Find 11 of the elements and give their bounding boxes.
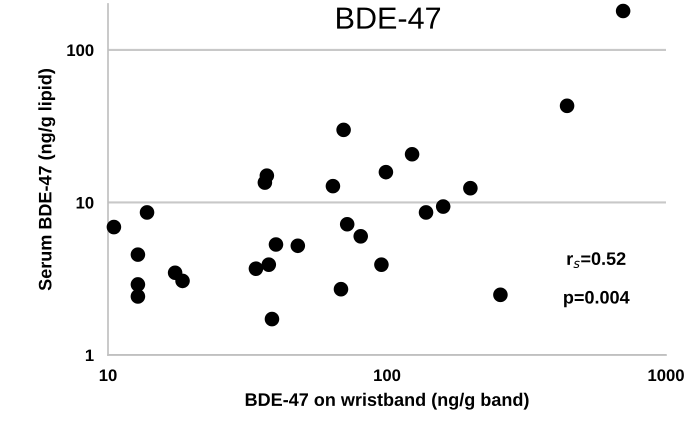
y-tick-label: 10 xyxy=(76,196,94,209)
chart-title: BDE-47 xyxy=(337,8,440,29)
x-tick-label: 1000 xyxy=(648,369,684,382)
annotation: p=0.004 xyxy=(564,290,630,308)
annotation: r$_{s}$=0.52 xyxy=(567,252,626,268)
y-tick-label: 1 xyxy=(86,350,94,362)
y-axis-title: Serum BDE-47 (ng/g lipid) xyxy=(38,69,56,290)
y-tick-label: 100 xyxy=(67,44,94,56)
x-tick-label: 100 xyxy=(374,369,400,382)
x-axis-title: BDE-47 on wristband (ng/g band) xyxy=(246,392,529,410)
x-tick-label: 10 xyxy=(100,369,117,382)
